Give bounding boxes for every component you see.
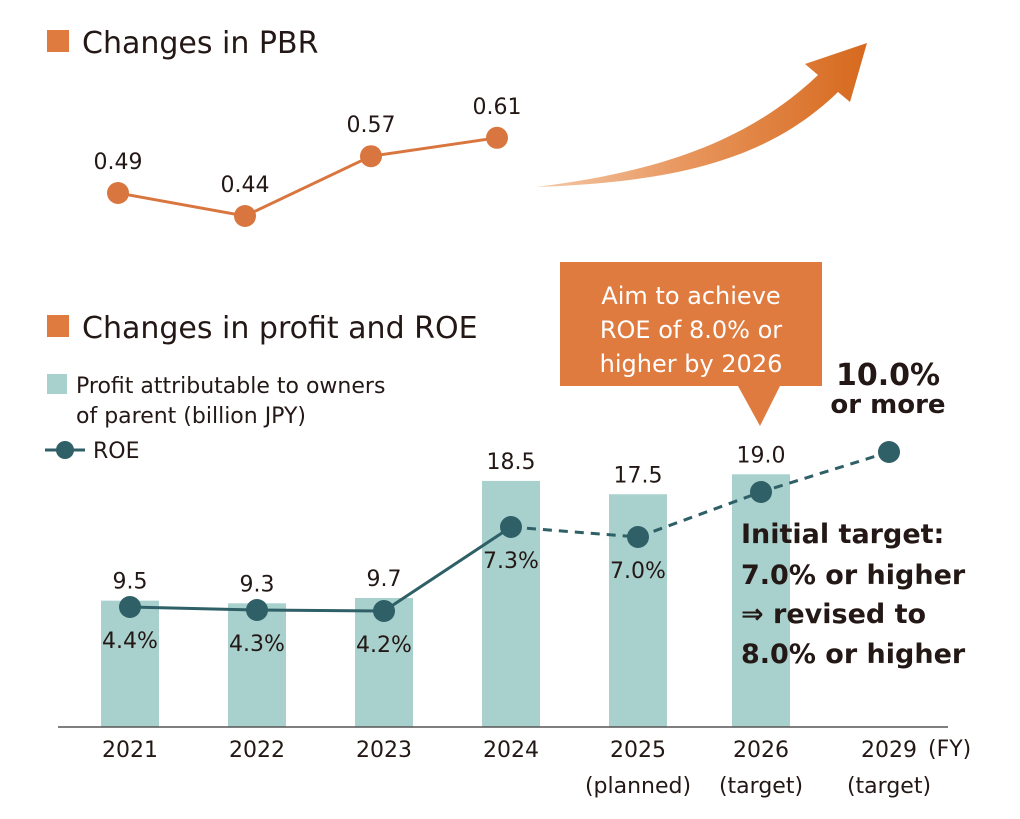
x-tick-2024: 2024 (483, 738, 539, 763)
roe-point-2022 (246, 599, 268, 621)
pbr-point-3 (486, 126, 508, 149)
x-tick-2025: 2025 (610, 738, 666, 763)
note-line-1: Initial target: (741, 519, 944, 550)
pbr-line-chart: 0.49 0.44 0.57 0.61 (94, 95, 522, 227)
pbr-value-label-2: 0.57 (347, 113, 396, 138)
revised-target-note: Initial target: 7.0% or higher ⇒ revised… (741, 519, 966, 670)
pbr-heading-marker (47, 30, 69, 52)
x-tick-2023: 2023 (356, 738, 412, 763)
profit-value-label-2026: 19.0 (737, 443, 786, 468)
pbr-heading: Changes in PBR (82, 26, 318, 61)
note-line-4: 8.0% or higher (741, 639, 966, 670)
profit-value-label-2023: 9.7 (367, 567, 402, 592)
legend-bar-label-line2: of parent (billion JPY) (76, 404, 306, 429)
x-subtick-2025: (planned) (585, 774, 691, 799)
roe-heading-marker (47, 315, 69, 337)
callout-line-3: higher by 2026 (600, 350, 783, 378)
profit-bars (101, 474, 790, 727)
x-tick-2026: 2026 (733, 738, 789, 763)
pbr-value-label-0: 0.49 (94, 150, 143, 175)
profit-bar-2022 (228, 603, 286, 727)
roe-value-label-2022: 4.3% (229, 632, 285, 657)
roe-value-label-2024: 7.3% (483, 549, 539, 574)
roe-line-series (119, 441, 900, 622)
pbr-value-label-1: 0.44 (221, 173, 270, 198)
roe-point-2026 (750, 481, 772, 503)
x-axis-unit: (FY) (928, 737, 971, 762)
pbr-series-line (117, 136, 498, 218)
pbr-point-0 (107, 182, 129, 204)
roe-point-2025 (627, 526, 649, 548)
roe-point-2029 (878, 441, 900, 463)
roe-value-label-2025: 7.0% (610, 559, 666, 584)
data-labels: 9.5 9.3 9.7 18.5 17.5 19.0 4.4% 4.3% 4.2% 7.3% 7.0… (102, 443, 785, 658)
legend-roe-marker (56, 441, 74, 459)
pbr-point-2 (360, 145, 382, 168)
profit-bar-2026 (732, 474, 790, 727)
legend-bar-label-line1: Profit attributable to owners (76, 374, 385, 399)
profit-bar-2021 (101, 600, 159, 727)
profit-value-label-2025: 17.5 (614, 463, 663, 488)
x-subtick-2026: (target) (719, 774, 803, 799)
profit-value-label-2024: 18.5 (487, 450, 536, 475)
note-line-3: ⇒ revised to (741, 599, 926, 630)
note-line-2: 7.0% or higher (741, 560, 966, 591)
legend-bar-swatch (47, 374, 67, 394)
pbr-point-1 (234, 205, 256, 227)
roe-point-2024 (500, 516, 522, 538)
roe-heading: Changes in profit and ROE (82, 311, 478, 346)
roe-point-2021 (119, 596, 141, 618)
x-subtick-2029: (target) (847, 774, 931, 799)
target-2029-suffix: or more (830, 390, 945, 420)
profit-value-label-2021: 9.5 (113, 570, 148, 595)
roe-projected-line (510, 450, 890, 539)
roe-target-callout: Aim to achieve ROE of 8.0% or higher by … (560, 262, 822, 426)
roe-value-label-2023: 4.2% (356, 633, 412, 658)
x-tick-2029: 2029 (861, 738, 917, 763)
roe-value-label-2021: 4.4% (102, 629, 158, 654)
upward-arrow (536, 43, 867, 187)
x-tick-2021: 2021 (102, 738, 158, 763)
x-tick-2022: 2022 (229, 738, 285, 763)
legend-roe-label: ROE (93, 439, 140, 464)
x-axis-ticks: 2021 2022 2023 2024 2025 (planned) 2026 (target… (102, 738, 931, 799)
callout-line-1: Aim to achieve (601, 282, 780, 310)
pbr-value-label-3: 0.61 (473, 95, 522, 120)
target-2029-value: 10.0% (836, 358, 940, 393)
callout-line-2: ROE of 8.0% or (600, 316, 782, 344)
roe-actual-line (129, 525, 512, 613)
roe-point-2023 (373, 600, 395, 622)
profit-value-label-2022: 9.3 (240, 572, 275, 597)
